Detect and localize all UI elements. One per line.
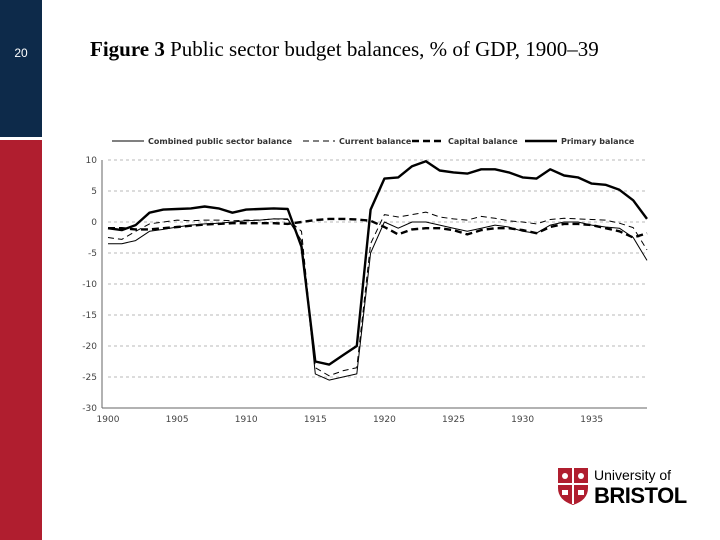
legend-label: Capital balance [448,137,518,146]
figure-label: Figure 3 [90,37,165,61]
sidebar-red-band [0,140,42,540]
series-line [107,160,648,366]
x-tick-label: 1925 [442,415,465,425]
x-tick-label: 1910 [235,415,258,425]
y-tick-label: 10 [86,156,98,166]
logo-line-2: BRISTOL [594,483,687,508]
figure-title: Figure 3 Public sector budget balances, … [90,36,690,62]
y-tick-label: -30 [82,404,97,414]
y-tick-label: -10 [82,280,97,290]
x-tick-label: 1900 [97,415,120,425]
x-tick-label: 1930 [511,415,534,425]
legend-label: Primary balance [561,137,635,146]
legend-label: Current balance [339,137,412,146]
sidebar-divider [0,137,42,140]
logo-line-1: University of [594,467,672,483]
y-tick-label: -5 [88,249,97,259]
sidebar-navy-band [0,0,42,137]
figure-caption: Public sector budget balances, % of GDP,… [170,37,599,61]
x-tick-label: 1920 [373,415,396,425]
legend-label: Combined public sector balance [148,137,293,146]
university-logo: University of BRISTOL [556,466,696,510]
crest-icon [558,468,588,505]
page-number: 20 [14,46,28,60]
y-tick-label: -20 [82,342,97,352]
series-line [108,217,648,239]
y-tick-label: 0 [91,218,97,228]
x-tick-label: 1915 [304,415,327,425]
y-tick-label: -15 [82,311,97,321]
y-tick-label: -25 [82,373,97,383]
series-line [107,211,648,377]
y-tick-label: 5 [91,187,97,197]
x-tick-label: 1905 [166,415,189,425]
series-line [108,218,648,381]
x-tick-label: 1935 [580,415,603,425]
